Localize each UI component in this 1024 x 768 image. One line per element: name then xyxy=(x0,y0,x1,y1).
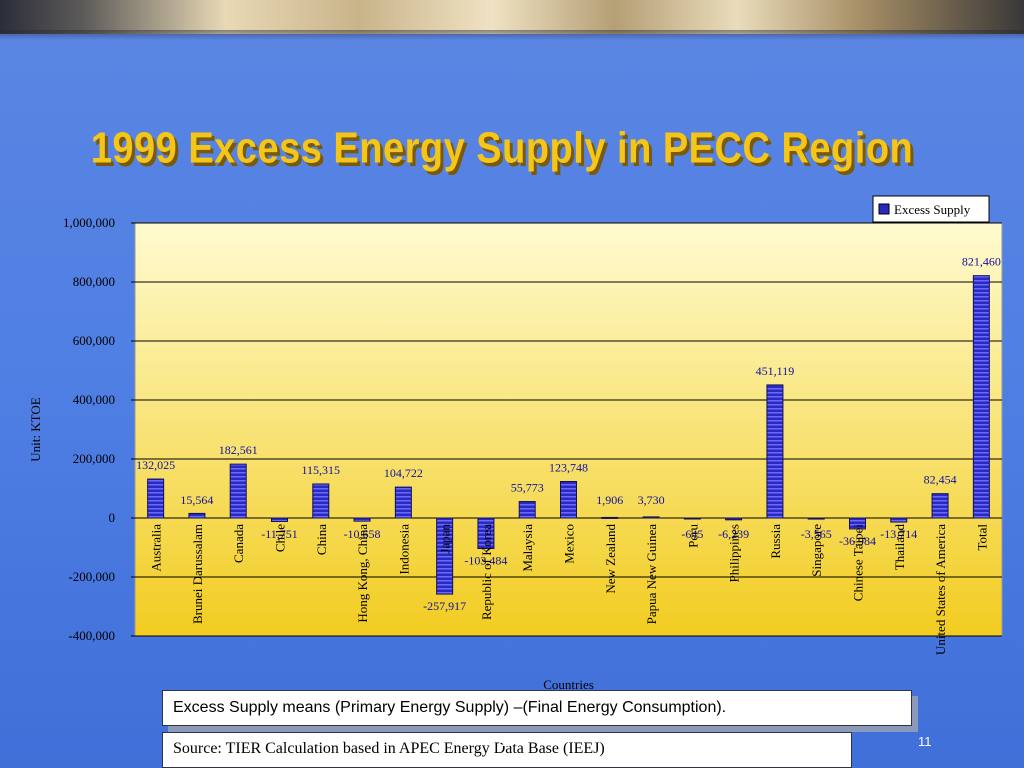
x-tick-label: Chile xyxy=(273,524,288,552)
x-tick-label: Russia xyxy=(768,524,783,559)
page-number: 11 xyxy=(918,734,932,749)
legend-box xyxy=(872,195,990,223)
bar xyxy=(477,517,495,550)
legend-label: Excess Supply xyxy=(894,202,971,217)
top-banner-image xyxy=(0,0,1024,40)
bar xyxy=(890,517,908,523)
bar xyxy=(683,517,701,520)
bar xyxy=(849,517,866,530)
bar xyxy=(394,486,412,519)
x-tick-label: Philippines xyxy=(727,524,742,583)
data-label: -11,751 xyxy=(261,527,298,541)
data-label: 15,564 xyxy=(180,493,213,507)
plot-area xyxy=(134,222,1003,637)
x-tick-label: Republic of Korea xyxy=(479,524,494,620)
x-tick-label: Canada xyxy=(231,524,246,563)
bar xyxy=(518,501,536,519)
data-label: 1,906 xyxy=(596,493,623,507)
bar xyxy=(271,517,288,522)
legend-swatch xyxy=(878,203,890,215)
y-tick-label: 400,000 xyxy=(73,392,115,407)
data-label: -6,239 xyxy=(718,527,749,541)
bar xyxy=(188,512,206,519)
y-axis-label: Unit: KTOE xyxy=(28,397,43,461)
bar xyxy=(147,478,165,519)
slide-title: 1999 Excess Energy Supply in PECC Region xyxy=(90,124,914,174)
bar xyxy=(766,384,784,519)
x-tick-label: Peru xyxy=(685,524,700,548)
x-tick-label: Singapore xyxy=(809,524,824,577)
bar xyxy=(601,516,619,519)
data-label: 82,454 xyxy=(924,473,957,487)
bar xyxy=(353,517,371,522)
data-label: 115,315 xyxy=(302,463,341,477)
data-label: 132,025 xyxy=(136,458,175,472)
x-tick-label: Japan xyxy=(438,524,453,554)
x-tick-label: Thailand xyxy=(892,524,907,571)
bar xyxy=(725,517,743,521)
bar xyxy=(642,516,660,519)
y-tick-label: 0 xyxy=(109,510,116,525)
y-tick-label: 600,000 xyxy=(73,333,115,348)
x-tick-label: Total xyxy=(974,524,989,551)
x-tick-label: Papua New Guinea xyxy=(644,524,659,625)
bar xyxy=(931,493,949,519)
definition-note: Excess Supply means (Primary Energy Supp… xyxy=(162,690,912,726)
y-tick-label: -400,000 xyxy=(68,628,115,643)
data-label: 3,730 xyxy=(638,493,665,507)
legend: Excess Supply xyxy=(872,195,990,223)
y-tick-label: 1,000,000 xyxy=(63,215,115,230)
bar xyxy=(436,517,454,595)
y-tick-label: 800,000 xyxy=(73,274,115,289)
bar xyxy=(560,480,577,519)
data-label: -13,714 xyxy=(880,527,917,541)
bar xyxy=(807,517,825,520)
x-tick-label: Indonesia xyxy=(396,524,411,575)
bar-chart: 1,000,000 800,000 600,000 400,000 200,000 0 -2… xyxy=(28,195,1003,690)
data-label: -10,658 xyxy=(344,527,381,541)
data-label: -645 xyxy=(681,527,703,541)
data-label: -103,484 xyxy=(464,554,507,568)
source-note: Source: TIER Calculation based in APEC E… xyxy=(162,732,852,768)
x-tick-label: Malaysia xyxy=(520,524,535,572)
data-label: -3,565 xyxy=(801,527,832,541)
data-label: 104,722 xyxy=(384,466,423,480)
data-label: -36,984 xyxy=(839,534,876,548)
x-tick-label: Brunei Darussalam xyxy=(190,524,205,624)
x-tick-label: United States of America xyxy=(933,524,948,655)
x-tick-label: Chinese Taipei xyxy=(851,524,866,602)
x-axis-label: Countries xyxy=(543,677,594,690)
x-tick-label: China xyxy=(314,524,329,555)
data-label: 821,460 xyxy=(962,255,1001,269)
data-label: 123,748 xyxy=(549,460,588,474)
x-tick-label: Hong Kong, China xyxy=(355,524,370,623)
bar xyxy=(312,483,330,519)
x-tick-label: Australia xyxy=(149,524,164,572)
data-label: -257,917 xyxy=(423,599,466,613)
data-label: 451,119 xyxy=(756,364,795,378)
bar xyxy=(972,275,990,519)
y-tick-label: -200,000 xyxy=(68,569,115,584)
x-tick-label: Mexico xyxy=(562,524,577,564)
x-tick-label: New Zealand xyxy=(603,524,618,594)
y-tick-label: 200,000 xyxy=(73,451,115,466)
data-label: 55,773 xyxy=(511,481,544,495)
footer-label: TIER xyxy=(490,734,520,749)
bar xyxy=(229,463,247,519)
data-label: 182,561 xyxy=(219,443,258,457)
